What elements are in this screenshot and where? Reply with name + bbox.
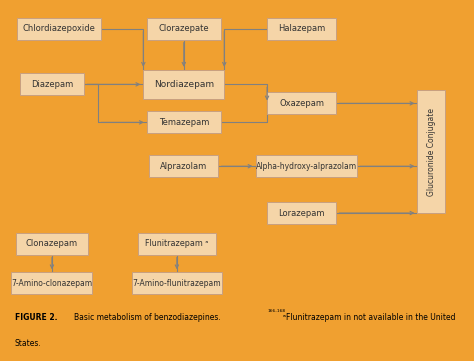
FancyBboxPatch shape bbox=[418, 90, 445, 213]
Text: ᵃFlunitrazepam in not available in the United: ᵃFlunitrazepam in not available in the U… bbox=[283, 313, 456, 322]
Text: 166-168: 166-168 bbox=[267, 309, 285, 313]
Text: Flunitrazepam ᵃ: Flunitrazepam ᵃ bbox=[145, 239, 209, 248]
Text: Lorazepam: Lorazepam bbox=[279, 209, 325, 218]
FancyBboxPatch shape bbox=[19, 73, 84, 95]
Text: Chlordiazepoxide: Chlordiazepoxide bbox=[22, 24, 95, 33]
FancyBboxPatch shape bbox=[17, 18, 100, 40]
FancyBboxPatch shape bbox=[137, 233, 216, 255]
FancyBboxPatch shape bbox=[267, 202, 337, 224]
FancyBboxPatch shape bbox=[147, 112, 221, 133]
Text: Basic metabolism of benzodiazepines.: Basic metabolism of benzodiazepines. bbox=[74, 313, 221, 322]
FancyBboxPatch shape bbox=[147, 18, 221, 40]
Text: 7-Amino-flunitrazepam: 7-Amino-flunitrazepam bbox=[133, 279, 221, 288]
FancyBboxPatch shape bbox=[267, 92, 337, 114]
FancyBboxPatch shape bbox=[11, 272, 92, 294]
FancyBboxPatch shape bbox=[143, 70, 224, 99]
FancyBboxPatch shape bbox=[16, 233, 88, 255]
Text: Clonazepam: Clonazepam bbox=[26, 239, 78, 248]
FancyBboxPatch shape bbox=[255, 155, 357, 177]
Text: Alprazolam: Alprazolam bbox=[160, 162, 208, 171]
Text: Alpha-hydroxy-alprazolam: Alpha-hydroxy-alprazolam bbox=[256, 162, 357, 171]
Text: Nordiazepam: Nordiazepam bbox=[154, 80, 214, 89]
FancyBboxPatch shape bbox=[149, 155, 219, 177]
Text: Temazepam: Temazepam bbox=[159, 118, 209, 127]
Text: Diazepam: Diazepam bbox=[31, 80, 73, 89]
FancyBboxPatch shape bbox=[267, 18, 337, 40]
Text: 7-Amino-clonazepam: 7-Amino-clonazepam bbox=[11, 279, 92, 288]
Text: Oxazepam: Oxazepam bbox=[279, 99, 324, 108]
Text: FIGURE 2.: FIGURE 2. bbox=[15, 313, 57, 322]
Text: Glucuronide Conjugate: Glucuronide Conjugate bbox=[427, 108, 436, 196]
Text: States.: States. bbox=[15, 339, 42, 348]
Text: Halazepam: Halazepam bbox=[278, 24, 325, 33]
Text: Clorazepate: Clorazepate bbox=[158, 24, 209, 33]
FancyBboxPatch shape bbox=[132, 272, 222, 294]
